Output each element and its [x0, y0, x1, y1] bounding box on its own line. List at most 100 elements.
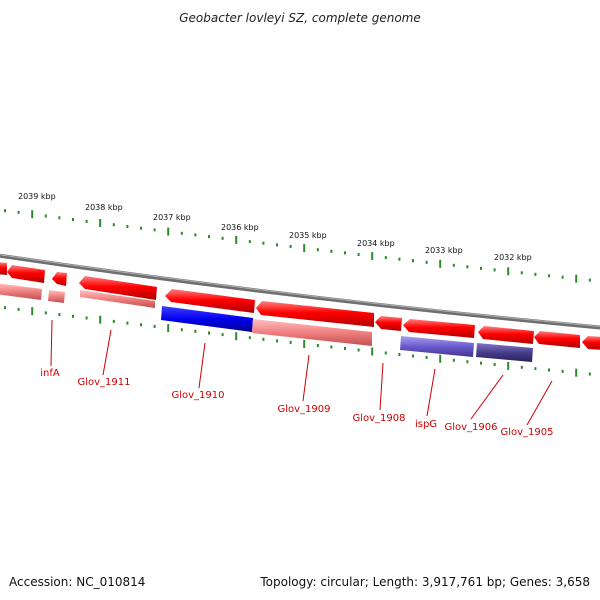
tick-label-2034: 2034 kbp — [357, 239, 395, 248]
major-tick — [31, 307, 34, 316]
minor-tick — [452, 358, 455, 362]
genome-backbone-highlight — [0, 254, 600, 328]
major-tick — [507, 361, 510, 370]
gene-label-Glov_1909[interactable]: Glov_1909 — [277, 404, 330, 415]
cds-arrow[interactable] — [582, 336, 600, 350]
major-tick — [235, 332, 238, 341]
leader-line — [198, 342, 206, 389]
inner-tick-row — [4, 306, 591, 377]
minor-tick — [17, 307, 20, 311]
gene-label-Glov_1910[interactable]: Glov_1910 — [171, 390, 224, 401]
minor-tick — [85, 316, 88, 320]
cds-arrow[interactable] — [79, 276, 157, 300]
major-tick — [235, 235, 238, 244]
minor-tick — [140, 323, 142, 327]
minor-tick — [44, 214, 47, 218]
minor-tick — [276, 243, 278, 247]
minor-tick — [262, 241, 265, 245]
gene-label-Glov_1911[interactable]: Glov_1911 — [77, 377, 130, 388]
minor-tick — [153, 324, 156, 328]
cds-arrow[interactable] — [403, 319, 475, 338]
minor-tick — [520, 271, 523, 275]
minor-tick — [4, 209, 6, 213]
minor-tick — [180, 328, 183, 332]
minor-tick — [452, 263, 455, 267]
gene-feature[interactable] — [48, 290, 65, 303]
minor-tick — [221, 333, 224, 337]
tick-label-2038: 2038 kbp — [85, 203, 123, 212]
minor-tick — [194, 233, 197, 237]
major-tick — [31, 210, 34, 219]
minor-tick — [398, 353, 401, 356]
leader-line — [379, 362, 384, 411]
gene-label-infA[interactable]: infA — [40, 368, 60, 379]
cds-arrow[interactable] — [375, 316, 402, 331]
accession-text: Accession: NC_010814 — [9, 575, 145, 589]
minor-tick — [58, 216, 61, 220]
gene-feature-highlight[interactable] — [161, 306, 253, 332]
leader-lines — [50, 319, 553, 426]
minor-tick — [248, 336, 251, 340]
gene-feature[interactable] — [400, 336, 474, 357]
gene-feature[interactable] — [80, 290, 155, 308]
minor-tick — [344, 347, 346, 350]
leader-line — [526, 380, 553, 426]
gene-feature[interactable] — [0, 283, 42, 300]
cds-arrow[interactable] — [0, 262, 7, 275]
minor-tick — [112, 319, 115, 323]
minor-tick — [357, 348, 360, 352]
minor-tick — [534, 367, 537, 371]
minor-tick — [425, 355, 428, 359]
cds-arrow[interactable] — [52, 272, 67, 286]
cds-arrow[interactable] — [7, 265, 45, 283]
minor-tick — [398, 257, 401, 261]
minor-tick — [208, 331, 210, 335]
minor-tick — [221, 236, 224, 240]
minor-tick — [208, 235, 210, 239]
tick-label-2032: 2032 kbp — [494, 253, 532, 262]
leader-line — [50, 319, 53, 367]
genome-summary-text: Topology: circular; Length: 3,917,761 bp… — [259, 575, 590, 589]
minor-tick — [316, 248, 319, 252]
leader-line — [470, 374, 504, 420]
gene-label-Glov_1906[interactable]: Glov_1906 — [444, 422, 497, 433]
genome-backbone — [0, 253, 600, 330]
major-tick — [99, 219, 102, 227]
major-tick — [303, 244, 306, 253]
minor-tick — [588, 278, 591, 282]
tick-label-2037: 2037 kbp — [153, 213, 191, 222]
minor-tick — [262, 337, 265, 341]
major-tick — [575, 274, 578, 283]
tick-label-2036: 2036 kbp — [221, 223, 259, 232]
minor-tick — [17, 210, 20, 214]
tick-label-2035: 2035 kbp — [289, 231, 327, 240]
gene-feature[interactable] — [476, 343, 533, 362]
minor-tick — [493, 268, 496, 272]
major-tick — [575, 368, 578, 377]
minor-tick — [466, 265, 469, 269]
gene-feature[interactable] — [252, 319, 372, 346]
minor-tick — [357, 253, 360, 256]
minor-tick — [140, 226, 142, 230]
cds-arrows — [0, 262, 600, 350]
cds-arrow[interactable] — [478, 326, 534, 344]
gene-features — [0, 283, 533, 362]
cds-arrow[interactable] — [165, 289, 255, 313]
minor-tick — [548, 368, 550, 372]
gene-label-Glov_1905[interactable]: Glov_1905 — [500, 427, 553, 438]
cds-arrow[interactable] — [534, 331, 580, 348]
minor-tick — [520, 365, 523, 369]
minor-tick — [344, 251, 346, 255]
minor-tick — [58, 313, 61, 317]
major-tick — [439, 354, 442, 363]
gene-label-ispG[interactable]: ispG — [415, 419, 437, 430]
major-tick — [439, 259, 442, 268]
minor-tick — [276, 339, 278, 343]
cds-arrow[interactable] — [256, 301, 374, 327]
minor-tick — [289, 245, 292, 248]
gene-label-Glov_1908[interactable]: Glov_1908 — [352, 413, 405, 424]
tick-label-2039: 2039 kbp — [18, 192, 56, 201]
major-tick — [303, 340, 306, 348]
minor-tick — [561, 369, 564, 373]
leader-line — [102, 329, 112, 376]
